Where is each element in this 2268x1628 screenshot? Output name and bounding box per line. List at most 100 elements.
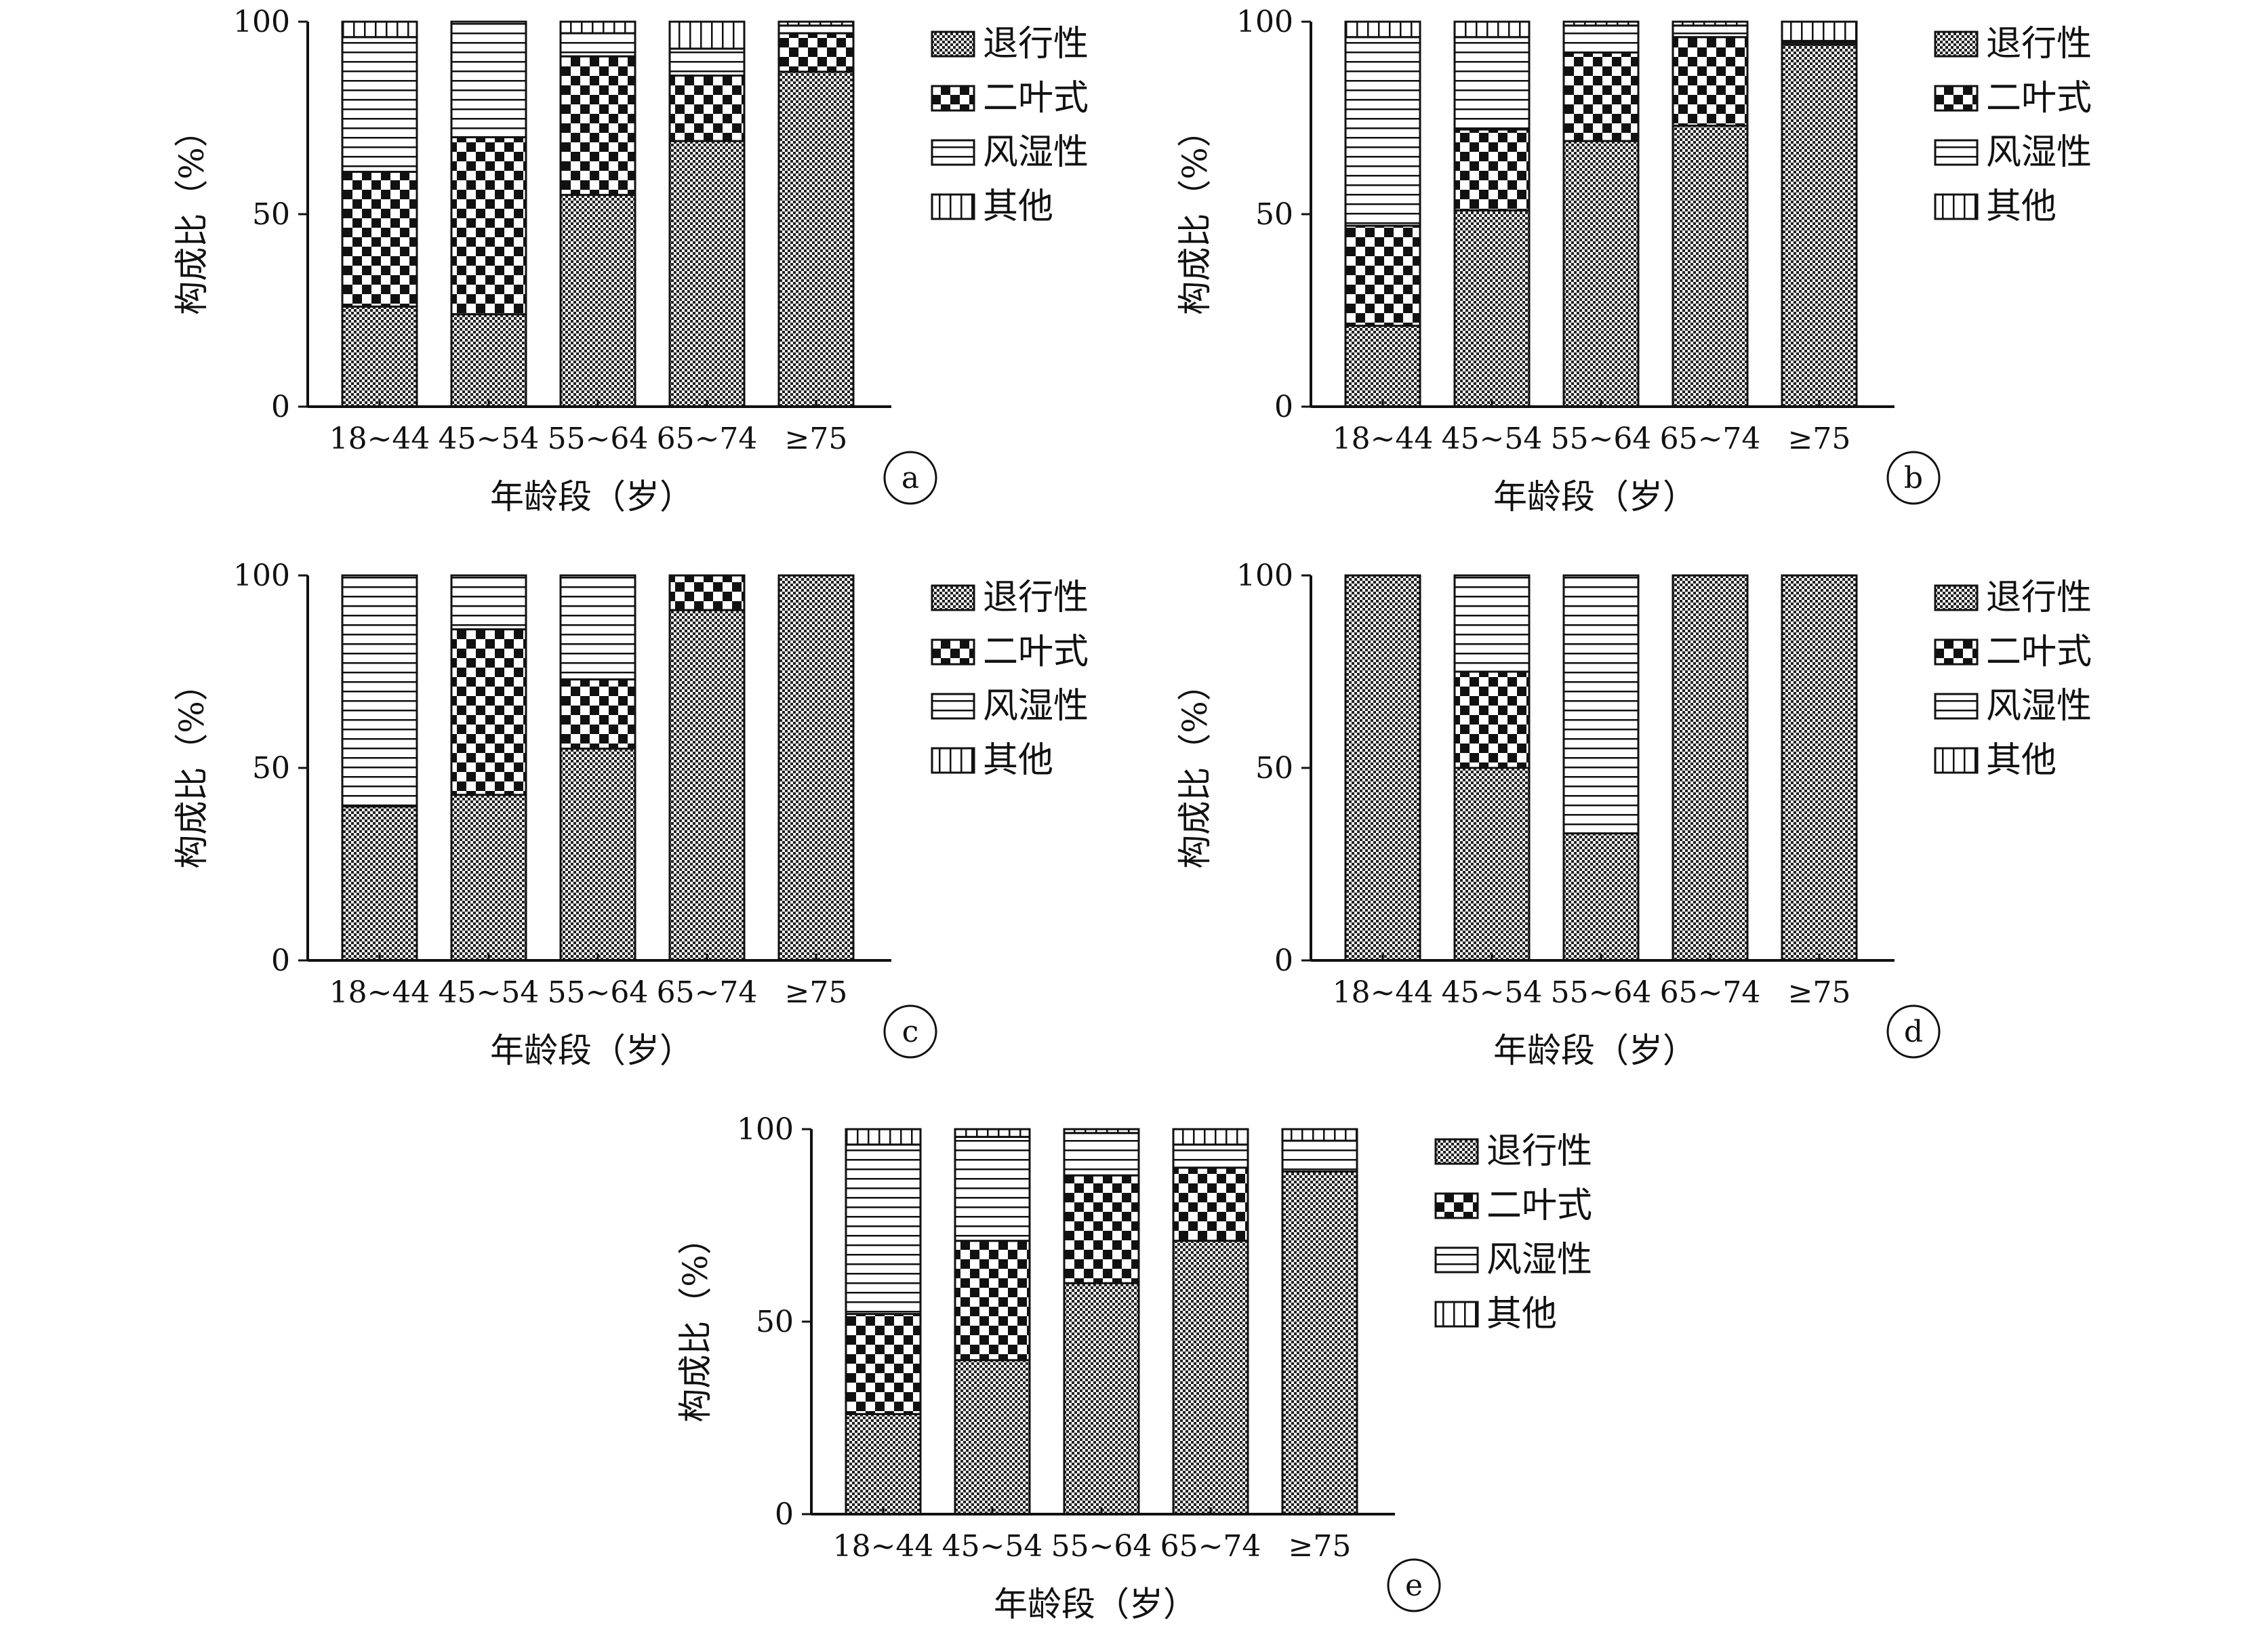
x-tick-label: 45~54 <box>439 422 540 456</box>
bar-segment-other-1 <box>341 20 418 39</box>
x-tick-label: 65~74 <box>1660 975 1761 1010</box>
bar-segment-degenerative-3 <box>559 194 636 408</box>
legend-swatch-other <box>931 193 975 220</box>
legend-label-bicuspid: 二叶式 <box>1486 1185 1592 1226</box>
bar-segment-bicuspid-4 <box>668 75 746 142</box>
y-tick-label: 100 <box>1236 558 1293 593</box>
panel-letter: a <box>902 461 919 495</box>
y-axis-title: 构成比（%） <box>172 113 211 315</box>
x-tick-label: 45~54 <box>439 975 540 1010</box>
bar-segment-rheumatic-1 <box>845 1143 922 1316</box>
legend-swatch-other <box>1934 193 1979 220</box>
y-tick-label: 100 <box>233 5 290 39</box>
y-tick-label: 50 <box>252 197 290 232</box>
bar-segment-degenerative-2 <box>1453 767 1531 962</box>
legend-swatch-other <box>1934 747 1979 774</box>
bar-segment-bicuspid-3 <box>559 55 636 197</box>
legend-label-bicuspid: 二叶式 <box>983 78 1089 119</box>
y-tick-label: 0 <box>1274 390 1293 424</box>
panel-letter: d <box>1904 1015 1923 1049</box>
bar-segment-other-5 <box>777 20 855 27</box>
bar-segment-rheumatic-2 <box>1453 574 1531 673</box>
panel-letter: e <box>1405 1568 1423 1603</box>
legend-swatch-rheumatic <box>1934 693 1979 720</box>
legend-label-degenerative: 退行性 <box>1486 1131 1592 1172</box>
legend-label-other: 其他 <box>1986 186 2057 227</box>
bar-segment-degenerative-1 <box>1344 574 1421 962</box>
y-tick-label: 0 <box>1274 943 1293 978</box>
bar-segment-degenerative-3 <box>1562 140 1640 408</box>
bar-segment-degenerative-5 <box>1281 1170 1358 1515</box>
legend-swatch-other <box>931 747 975 774</box>
y-axis-title: 构成比（%） <box>676 1221 715 1423</box>
x-tick-label: 55~64 <box>548 422 649 456</box>
x-tick-label: ≥75 <box>785 422 848 456</box>
bar-segment-degenerative-5 <box>777 574 855 962</box>
legend-label-bicuspid: 二叶式 <box>1986 78 2092 119</box>
legend-label-degenerative: 退行性 <box>983 24 1089 64</box>
bar-segment-other-4 <box>668 20 746 50</box>
chart-panel-c: 18~44 45~54 55~64 65~74 ≥75 0 50 100 构成比（%） 年龄段（岁… <box>172 558 1089 1070</box>
bar-segment-bicuspid-3 <box>1063 1174 1140 1284</box>
x-tick-label: 18~44 <box>329 975 430 1010</box>
x-tick-label: 45~54 <box>942 1529 1043 1564</box>
legend-swatch-rheumatic <box>931 693 975 720</box>
bar-segment-other-3 <box>559 20 636 35</box>
legend-swatch-bicuspid <box>1934 638 1979 666</box>
x-tick-label: ≥75 <box>1788 422 1851 456</box>
bar-segment-other-5 <box>1781 20 1858 42</box>
x-tick-label: 65~74 <box>1660 422 1761 456</box>
legend-label-rheumatic: 风湿性 <box>983 132 1089 173</box>
panel-letter-circle <box>1886 1004 1941 1059</box>
bar-segment-other-5 <box>1281 1128 1358 1142</box>
bar-segment-bicuspid-1 <box>845 1313 922 1415</box>
x-axis-title: 年龄段（岁） <box>490 477 693 516</box>
x-tick-label: 18~44 <box>833 1529 934 1564</box>
bar-segment-bicuspid-2 <box>450 136 527 316</box>
legend-label-other: 其他 <box>983 186 1053 227</box>
legend-label-degenerative: 退行性 <box>983 577 1089 618</box>
legend-label-degenerative: 退行性 <box>1986 24 2092 64</box>
bar-segment-degenerative-4 <box>668 609 746 962</box>
y-tick-label: 50 <box>252 751 290 786</box>
bar-segment-degenerative-3 <box>559 748 636 962</box>
bar-segment-degenerative-3 <box>1063 1282 1140 1515</box>
x-tick-label: 65~74 <box>1160 1529 1261 1564</box>
bar-segment-rheumatic-2 <box>1453 36 1531 131</box>
bar-segment-bicuspid-2 <box>954 1240 1031 1362</box>
legend-swatch-bicuspid <box>931 638 975 666</box>
bar-segment-bicuspid-4 <box>1672 36 1749 127</box>
bar-segment-bicuspid-2 <box>1453 670 1531 769</box>
bar-segment-degenerative-3 <box>1562 832 1640 962</box>
bar-segment-bicuspid-1 <box>1344 224 1421 327</box>
bar-segment-other-2 <box>954 1128 1031 1138</box>
y-tick-label: 50 <box>1255 751 1293 786</box>
bar-segment-degenerative-4 <box>1672 124 1749 408</box>
bar-segment-rheumatic-3 <box>559 32 636 58</box>
bar-segment-rheumatic-5 <box>1281 1139 1358 1173</box>
bar-segment-bicuspid-2 <box>450 628 527 796</box>
panel-letter-circle <box>1387 1558 1441 1612</box>
bar-segment-rheumatic-3 <box>1562 574 1640 835</box>
legend-swatch-degenerative <box>1434 1138 1479 1165</box>
panel-letter-circle <box>883 1004 937 1059</box>
bar-segment-bicuspid-3 <box>1562 51 1640 142</box>
legend-swatch-rheumatic <box>1934 139 1979 166</box>
legend-swatch-degenerative <box>931 30 975 58</box>
legend-swatch-degenerative <box>1934 30 1979 58</box>
panel-letter-circle <box>1886 451 1941 505</box>
y-axis-title: 构成比（%） <box>1175 113 1215 315</box>
y-axis-title: 构成比（%） <box>172 667 211 869</box>
bar-segment-other-1 <box>845 1128 922 1146</box>
x-tick-label: 18~44 <box>1333 975 1434 1010</box>
bar-segment-rheumatic-2 <box>450 574 527 631</box>
bar-segment-degenerative-5 <box>1781 43 1858 408</box>
legend-swatch-degenerative <box>931 584 975 611</box>
x-tick-label: 18~44 <box>1333 422 1434 456</box>
bar-segment-rheumatic-3 <box>1562 24 1640 54</box>
bar-segment-bicuspid-4 <box>1172 1166 1249 1242</box>
bar-segment-bicuspid-4 <box>668 574 746 611</box>
bar-segment-other-1 <box>1344 20 1421 39</box>
x-tick-label: 65~74 <box>657 422 758 456</box>
bar-segment-degenerative-1 <box>341 805 418 962</box>
